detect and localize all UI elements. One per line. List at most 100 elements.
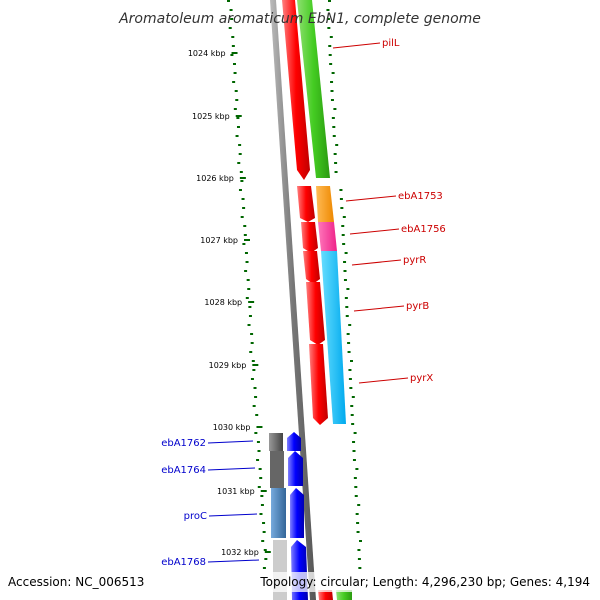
map-title: Aromatoleum aromaticum EbN1, complete ge… [118,11,481,27]
gc-dot [244,252,248,254]
gc-dot [342,216,346,218]
tick-mark [252,364,259,366]
gc-dot [239,171,243,173]
gene-label-pyrb[interactable]: pyrB [406,301,429,312]
gc-dot [328,45,332,47]
gc-dot [357,549,361,551]
gc-dot [341,225,345,227]
gc-dot [233,108,237,110]
gc-dot [252,405,256,407]
gc-dot [255,414,259,416]
gc-dot [229,9,233,11]
gc-dot [357,504,361,506]
gc-dot [343,270,347,272]
gc-dot [335,144,339,146]
gc-dot [257,486,261,488]
gc-dot [354,486,358,488]
tick-label: 1030 kbp [213,423,251,432]
gc-dot [230,54,234,56]
gene-label-pyrx[interactable]: pyrX [410,373,433,384]
gc-dot [235,99,239,101]
gene-arrow [306,282,325,345]
gc-dot [329,63,333,65]
gc-dot [254,432,258,434]
tick-label: 1032 kbp [221,548,259,557]
gc-dot [330,90,334,92]
gc-dot [348,378,352,380]
gc-dot [261,540,265,542]
gc-dot [238,153,242,155]
gene-label-pyrr[interactable]: pyrR [403,255,426,266]
gc-dot [345,315,349,317]
gc-dot [243,225,247,227]
gc-dot [231,45,235,47]
gc-dot [344,297,348,299]
gc-dot [248,306,252,308]
tick-label: 1025 kbp [192,112,230,121]
gc-dot [333,153,337,155]
gc-dot [262,522,266,524]
gc-dot [347,351,351,353]
gene-arrow [297,186,315,222]
gene-arrow [318,590,333,600]
gene-arrow [303,251,320,284]
cog-band-gray [270,451,284,488]
gene-label-proc[interactable]: proC [184,511,207,522]
tick-mark [239,177,246,179]
cog-band-orange [316,186,334,222]
gene-label-eba1764[interactable]: ebA1764 [161,465,206,476]
cog-band-green [336,590,352,600]
gc-dot [240,216,244,218]
gc-dot [344,252,348,254]
gc-dot [263,549,267,551]
gc-dot [332,126,336,128]
gc-dot [326,9,330,11]
gc-dot [331,117,335,119]
tick-label: 1029 kbp [209,361,247,370]
gc-dot [341,234,345,236]
gene-label-eba1756[interactable]: ebA1756 [401,224,446,235]
gc-dot [353,432,357,434]
reverse-strand-genes [287,432,308,600]
gc-dot [258,468,262,470]
gc-dot [328,54,332,56]
gc-dot [259,513,263,515]
gc-dot [345,306,349,308]
gc-dot [352,459,356,461]
tick-mark [248,301,255,303]
forward-strand-genes [282,0,333,600]
gene-label-eba1768[interactable]: ebA1768 [161,557,206,568]
gene-leader-line [358,377,409,384]
gc-dot [251,360,255,362]
gc-dot [355,513,359,515]
gene-label-eba1753[interactable]: ebA1753 [398,191,443,202]
gene-label-eba1762[interactable]: ebA1762 [161,438,206,449]
gc-dot [235,135,239,137]
gene-label-pill[interactable]: pilL [382,38,400,49]
gene-arrow [288,451,303,486]
gc-dot [242,243,246,245]
gc-dot [328,0,331,2]
gene-arrow [290,488,304,538]
gc-dot [230,18,234,20]
gene-leader-line [208,513,258,517]
gene-leader-line [353,305,405,312]
gc-dot [343,261,347,263]
gc-dot [346,288,350,290]
cog-band-green [297,0,330,178]
gc-dot [343,279,347,281]
gc-dot [242,207,246,209]
gc-dot [247,324,251,326]
gc-dot [253,387,257,389]
tick-mark [264,551,271,553]
gc-dot [250,333,254,335]
gc-dot [357,558,361,560]
gc-dot [243,234,247,236]
gc-dot [236,117,240,119]
gc-dot [355,468,359,470]
gc-dot [354,495,358,497]
gc-dot [231,36,235,38]
gene-leader-line [207,467,256,471]
tick-label: 1031 kbp [217,487,255,496]
